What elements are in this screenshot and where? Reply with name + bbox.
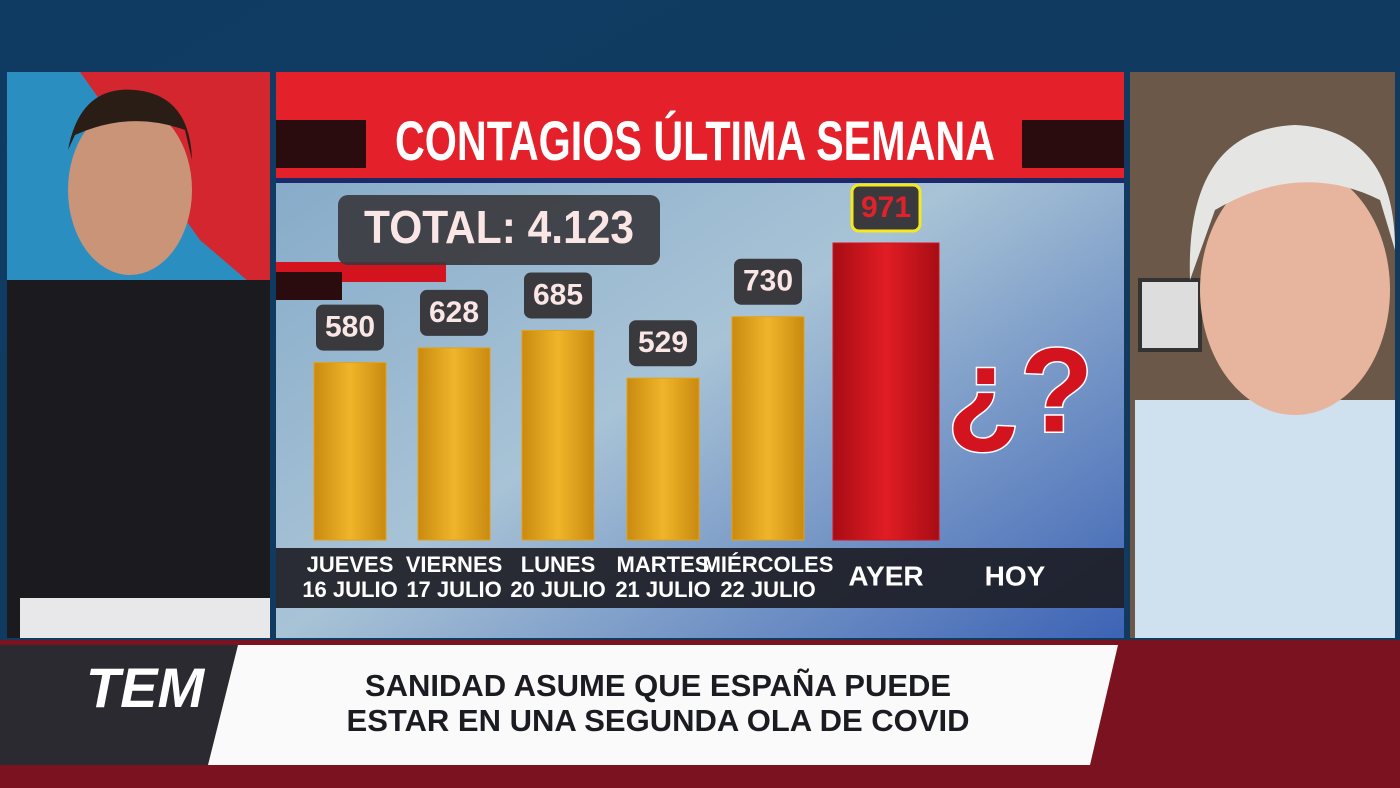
x-tick-label: 22 JULIO <box>720 577 815 602</box>
x-tick-label: JUEVES <box>307 552 394 577</box>
x-tick-label: MIÉRCOLES <box>703 552 834 577</box>
value-label-box <box>850 183 922 233</box>
bar <box>313 362 387 541</box>
bar <box>521 329 595 541</box>
left-video <box>7 72 270 638</box>
value-label: 971 <box>861 191 911 224</box>
bar <box>731 316 805 541</box>
right-video <box>1130 72 1395 638</box>
value-label-box <box>420 289 488 336</box>
x-tick-label: 16 JULIO <box>302 577 397 602</box>
value-label: 529 <box>638 326 688 359</box>
headline: SANIDAD ASUME QUE ESPAÑA PUEDE <box>365 668 951 703</box>
chart-subtitle: TOTAL: 4.123 <box>364 201 634 253</box>
value-label-box <box>316 304 384 351</box>
chart-title: CONTAGIOS ÚLTIMA SEMANA <box>395 109 995 172</box>
x-tick-label: 20 JULIO <box>510 577 605 602</box>
annotation: ¿? <box>947 324 1094 458</box>
bar <box>832 242 940 541</box>
x-tick-label: 17 JULIO <box>406 577 501 602</box>
value-label: 730 <box>743 265 793 298</box>
bar <box>417 347 491 541</box>
value-label-box <box>629 320 697 367</box>
value-label-box <box>734 258 802 305</box>
bar <box>626 377 700 541</box>
x-tick-label: LUNES <box>521 552 596 577</box>
value-label: 628 <box>429 296 479 329</box>
value-label-box <box>524 272 592 319</box>
value-label: 580 <box>325 311 375 344</box>
headline: ESTAR EN UNA SEGUNDA OLA DE COVID <box>347 703 970 738</box>
chart-panel: CONTAGIOS ÚLTIMA SEMANA TOTAL: 4.123 <box>276 72 1124 638</box>
x-tick-label: HOY <box>985 560 1046 591</box>
banner: TEM SANIDAD ASUME QUE ESPAÑA PUEDE ESTAR… <box>0 640 1400 788</box>
value-label: 685 <box>533 278 583 311</box>
x-tick-label: VIERNES <box>406 552 503 577</box>
x-tick-label: AYER <box>848 560 923 591</box>
logo: TEM <box>86 656 206 719</box>
x-tick-label: 21 JULIO <box>615 577 710 602</box>
x-tick-label: MARTES <box>617 552 710 577</box>
